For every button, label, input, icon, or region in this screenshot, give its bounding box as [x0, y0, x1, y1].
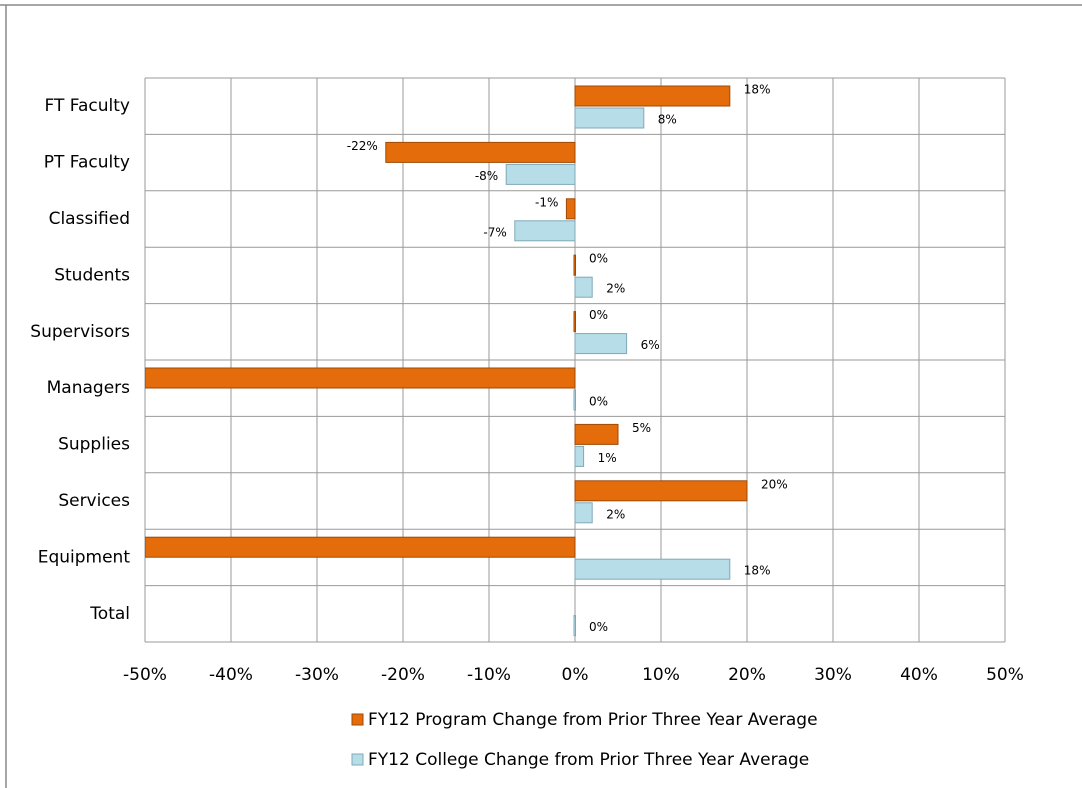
data-label: -22%: [347, 139, 378, 153]
bar: [574, 445, 585, 467]
data-label: 20%: [761, 477, 788, 491]
bar: [574, 480, 748, 502]
data-label: 1%: [598, 451, 617, 465]
bar: [574, 333, 628, 355]
category-label: PT Faculty: [44, 153, 130, 173]
bar: [573, 389, 576, 411]
legend-marker: [351, 713, 364, 726]
x-tick-label: 30%: [814, 665, 852, 685]
data-label: 5%: [632, 421, 651, 435]
x-tick-label: -20%: [381, 665, 425, 685]
data-label: 2%: [606, 282, 625, 296]
category-label: Managers: [47, 378, 131, 398]
bar: [574, 558, 731, 580]
bar: [573, 311, 576, 333]
bar: [565, 198, 576, 220]
data-label: 18%: [744, 564, 771, 578]
x-tick-label: -50%: [123, 665, 167, 685]
category-label: Classified: [49, 209, 130, 229]
data-label: 18%: [744, 83, 771, 97]
data-label: -1%: [535, 195, 558, 209]
data-label: 2%: [606, 507, 625, 521]
bar: [145, 367, 576, 389]
data-label: -7%: [483, 225, 506, 239]
data-label: 0%: [589, 620, 608, 634]
x-tick-label: 10%: [642, 665, 680, 685]
bar: [145, 536, 576, 558]
legend-label: FY12 Program Change from Prior Three Yea…: [368, 710, 818, 730]
x-tick-label: 40%: [900, 665, 938, 685]
category-label: Supervisors: [30, 322, 130, 342]
bar: [574, 85, 731, 107]
x-tick-label: 50%: [986, 665, 1024, 685]
bar: [573, 254, 576, 276]
legend-marker: [351, 753, 364, 766]
bar: [514, 220, 576, 242]
bar: [574, 107, 645, 129]
category-label: FT Faculty: [45, 96, 130, 116]
category-label: Equipment: [38, 547, 131, 567]
category-label: Students: [54, 265, 130, 285]
x-tick-label: -40%: [209, 665, 253, 685]
x-tick-label: 0%: [562, 665, 589, 685]
bar: [573, 615, 576, 637]
data-label: 8%: [658, 113, 677, 127]
category-label: Supplies: [58, 435, 130, 455]
data-label: 0%: [589, 395, 608, 409]
x-tick-label: 20%: [728, 665, 766, 685]
x-tick-label: -30%: [295, 665, 339, 685]
bar: [574, 423, 619, 445]
bar: [505, 163, 576, 185]
category-label: Services: [58, 491, 130, 511]
category-label: Total: [89, 604, 130, 624]
bar: [574, 276, 593, 298]
x-tick-label: -10%: [467, 665, 511, 685]
data-label: 6%: [641, 338, 660, 352]
data-label: 0%: [589, 308, 608, 322]
bar: [574, 502, 593, 524]
data-label: -8%: [475, 169, 498, 183]
bar: [385, 141, 576, 163]
data-label: 0%: [589, 252, 608, 266]
legend-label: FY12 College Change from Prior Three Yea…: [368, 750, 809, 770]
